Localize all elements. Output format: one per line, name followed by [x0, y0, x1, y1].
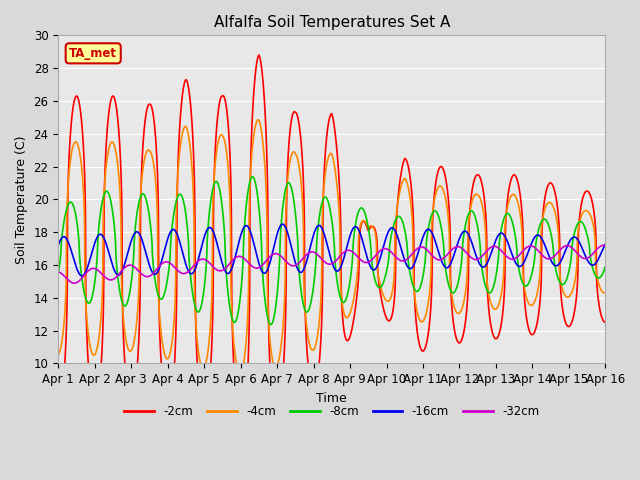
-16cm — [602, 241, 609, 247]
Title: Alfalfa Soil Temperatures Set A: Alfalfa Soil Temperatures Set A — [214, 15, 450, 30]
-32cm — [70, 280, 78, 286]
-2cm — [602, 320, 609, 325]
Line: -4cm: -4cm — [58, 120, 605, 373]
-2cm — [602, 320, 609, 325]
-2cm — [395, 186, 403, 192]
-4cm — [395, 193, 403, 199]
-8cm — [207, 196, 215, 202]
-32cm — [172, 265, 179, 271]
X-axis label: Time: Time — [316, 392, 348, 405]
-2cm — [207, 358, 215, 363]
-32cm — [395, 257, 403, 263]
-4cm — [54, 352, 62, 358]
-4cm — [236, 370, 244, 376]
-2cm — [54, 405, 62, 410]
-2cm — [550, 185, 557, 191]
Legend: -2cm, -4cm, -8cm, -16cm, -32cm: -2cm, -4cm, -8cm, -16cm, -32cm — [120, 401, 544, 423]
-16cm — [172, 228, 179, 234]
-4cm — [385, 298, 393, 303]
-32cm — [385, 247, 393, 253]
-8cm — [385, 247, 393, 252]
-32cm — [602, 243, 609, 249]
-8cm — [54, 270, 62, 276]
-16cm — [602, 241, 609, 247]
-32cm — [550, 254, 557, 260]
-32cm — [600, 242, 607, 248]
-2cm — [385, 318, 393, 324]
-8cm — [395, 214, 403, 219]
-4cm — [207, 312, 215, 317]
-8cm — [249, 174, 257, 180]
-8cm — [550, 253, 557, 259]
-16cm — [54, 242, 62, 248]
-8cm — [267, 322, 275, 327]
-2cm — [237, 426, 245, 432]
-16cm — [207, 226, 215, 231]
-16cm — [78, 273, 86, 279]
-2cm — [255, 52, 263, 58]
Line: -16cm: -16cm — [58, 224, 605, 276]
-4cm — [602, 290, 609, 296]
-16cm — [278, 221, 286, 227]
-8cm — [602, 264, 609, 269]
-32cm — [602, 243, 609, 249]
Line: -8cm: -8cm — [58, 177, 605, 324]
-4cm — [254, 117, 262, 122]
-16cm — [395, 238, 403, 244]
-4cm — [602, 290, 609, 296]
-16cm — [385, 227, 393, 233]
-32cm — [54, 269, 62, 275]
Text: TA_met: TA_met — [69, 47, 117, 60]
-16cm — [550, 262, 557, 267]
-2cm — [172, 340, 179, 346]
-4cm — [172, 287, 179, 292]
-4cm — [550, 205, 557, 211]
-8cm — [172, 202, 179, 207]
Y-axis label: Soil Temperature (C): Soil Temperature (C) — [15, 135, 28, 264]
-8cm — [602, 264, 609, 270]
Line: -32cm: -32cm — [58, 245, 605, 283]
-32cm — [207, 262, 215, 267]
Line: -2cm: -2cm — [58, 55, 605, 429]
